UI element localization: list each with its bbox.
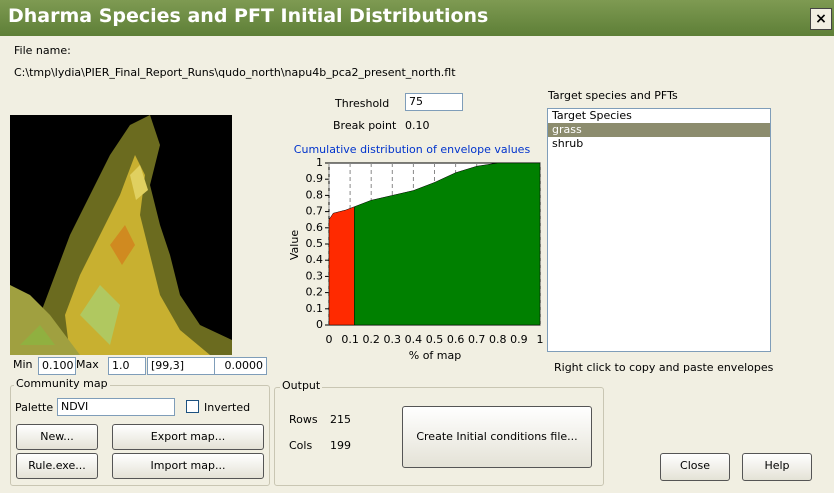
map-image [10,115,232,355]
rule-button[interactable]: Rule.exe... [16,453,98,479]
y-tick-label: 0 [316,318,323,331]
y-tick-label: 0.4 [306,253,324,266]
x-tick-label: 0.7 [468,333,486,346]
group-label: Community map [14,377,110,390]
x-tick-label: 0.5 [426,333,444,346]
community-map-group [10,385,270,486]
palette-label: Palette [15,401,54,414]
y-tick-label: 0.8 [306,188,324,201]
y-tick-label: 0.9 [306,172,324,185]
y-tick-label: 0.7 [306,205,324,218]
y-tick-label: 0.6 [306,221,324,234]
y-tick-label: 0.1 [306,302,324,315]
max-field[interactable]: 1.0 [108,357,146,375]
file-path: C:\tmp\lydia\PIER_Final_Report_Runs\qudo… [14,66,456,79]
palette-combo[interactable]: NDVI [57,398,175,416]
targets-hint: Right click to copy and paste envelopes [554,361,774,374]
chart-title: Cumulative distribution of envelope valu… [294,143,531,156]
list-item[interactable]: shrub [552,137,584,150]
y-tick-label: 0.3 [306,269,324,282]
threshold-spinner[interactable]: 75 [405,93,463,111]
break-point-label: Break point [333,119,397,132]
create-button[interactable]: Create Initial conditions file... [402,406,592,468]
group-label: Output [280,379,323,392]
x-tick-label: 0.2 [362,333,380,346]
y-tick-label: 1 [316,156,323,169]
output-group [274,387,604,486]
file-label: File name: [14,44,71,57]
rows-value: 215 [330,413,351,426]
x-tick-label: 1 [537,333,544,346]
window-title: Dharma Species and PFT Initial Distribut… [8,5,489,27]
x-tick-label: 0.4 [405,333,423,346]
x-tick-label: 0.1 [341,333,359,346]
value-field: 0.0000 [214,357,267,375]
cols-label: Cols [289,439,313,452]
export-button[interactable]: Export map... [112,424,264,450]
x-tick-label: 0.6 [447,333,465,346]
targets-list[interactable]: Target Species grass shrub [547,108,771,352]
min-label: Min [13,358,33,371]
close-button[interactable]: Close [660,453,730,481]
x-tick-label: 0 [326,333,333,346]
x-tick-label: 0.9 [510,333,528,346]
cols-value: 199 [330,439,351,452]
break-point-value: 0.10 [405,119,430,132]
close-x[interactable]: × [810,8,832,30]
min-field[interactable]: 0.100 [38,357,76,375]
x-tick-label: 0.3 [384,333,402,346]
threshold-label: Threshold [335,97,390,110]
max-label: Max [76,358,99,371]
cell-field: [99,3] [147,357,215,375]
y-tick-label: 0.2 [306,286,324,299]
new-button[interactable]: New... [16,424,98,450]
area [354,162,541,326]
list-item-selected[interactable]: grass [548,123,770,137]
rows-label: Rows [289,413,318,426]
x-tick-label: 0.8 [489,333,507,346]
import-button[interactable]: Import map... [112,453,264,479]
y-axis-label: Value [288,230,301,260]
title-bar [0,0,834,36]
area [328,206,355,326]
help-button[interactable]: Help [742,453,812,481]
x-axis-label: % of map [409,349,462,362]
inverted-label: Inverted [204,401,251,414]
inverted-checkbox[interactable] [186,400,199,413]
targets-label: Target species and PFTs [548,89,678,102]
y-tick-label: 0.5 [306,237,324,250]
list-item[interactable]: Target Species [552,109,632,122]
